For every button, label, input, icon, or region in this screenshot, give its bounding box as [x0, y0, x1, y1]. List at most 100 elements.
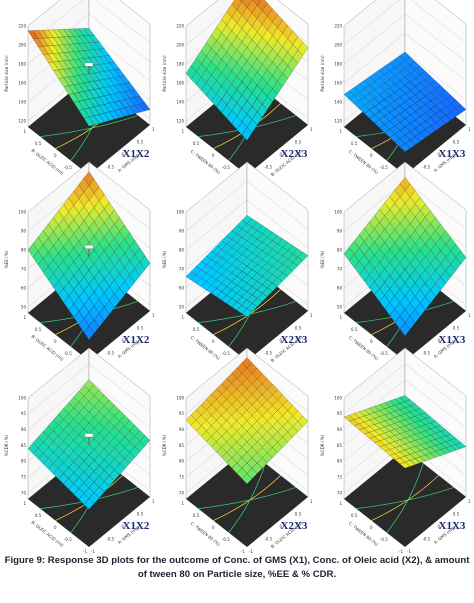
x-tick-label: 0	[438, 524, 441, 529]
z-tick-label: 160	[176, 80, 184, 85]
z-tick-label: 120	[334, 118, 342, 123]
y-axis-label: B: OLEIC ACID (ml)	[30, 148, 64, 176]
surface-panel: 3D Surface707580859095100%CDR (%)-1-0.50…	[162, 347, 313, 554]
y-tick-label: 0.5	[351, 141, 358, 146]
wall-gridline	[343, 347, 467, 399]
z-tick-label: 90	[21, 427, 27, 432]
x-tick-label: 1	[468, 127, 471, 132]
panel-tag: X1X3	[439, 334, 466, 346]
x-tick-label: 0.5	[295, 326, 302, 331]
x-tick-label: 1	[152, 127, 155, 132]
x-tick-label: 0	[122, 338, 125, 343]
wall-gridline	[343, 32, 467, 84]
panel-tag: X2X3	[281, 520, 308, 532]
y-tick-label: 0	[370, 525, 373, 530]
panel-tag: X2X3	[281, 334, 308, 346]
x-tick-label: 0.5	[137, 512, 144, 517]
z-tick-label: 85	[179, 443, 185, 448]
surface-panel: 3D Surface707580859095100%CDR (%)-1-0.50…	[4, 347, 155, 554]
z-axis-label: %EE (%)	[4, 250, 9, 268]
y-tick-label: 0	[212, 339, 215, 344]
z-tick-label: 140	[334, 99, 342, 104]
surface-panel: 3D Surface5060708090100%EE (%)-1-0.500.5…	[4, 161, 155, 368]
z-tick-label: 140	[176, 99, 184, 104]
z-tick-label: 80	[337, 247, 343, 252]
z-tick-label: 50	[21, 304, 27, 309]
y-tick-label: 0.5	[193, 513, 200, 518]
z-axis-label: Particle size (nm)	[4, 55, 9, 92]
x-tick-label: 0	[280, 338, 283, 343]
y-tick-label: 1	[181, 129, 184, 134]
y-tick-label: 0.5	[351, 513, 358, 518]
wall-gridline	[185, 199, 309, 251]
z-axis-label: %CDR (%)	[320, 434, 325, 456]
y-tick-label: 0.5	[193, 327, 200, 332]
y-axis-label: C: TWEEN 80 (%)	[348, 335, 380, 361]
z-tick-label: 120	[18, 118, 26, 123]
x-tick-label: 0.5	[453, 140, 460, 145]
x-tick-label: 0	[122, 524, 125, 529]
wall-gridline	[27, 161, 151, 213]
contour-floor	[344, 449, 466, 547]
z-axis-label: %CDR (%)	[4, 434, 9, 456]
z-tick-label: 120	[176, 118, 184, 123]
y-tick-label: 1	[339, 129, 342, 134]
z-tick-label: 180	[18, 61, 26, 66]
x-tick-label: 0	[122, 152, 125, 157]
z-tick-label: 180	[176, 61, 184, 66]
y-tick-label: -0.5	[380, 351, 388, 356]
z-tick-label: 70	[337, 266, 343, 271]
x-tick-label: 1	[310, 313, 313, 318]
z-tick-label: 80	[337, 459, 343, 464]
y-tick-label: 0.5	[35, 141, 42, 146]
z-tick-label: 50	[179, 304, 185, 309]
y-tick-label: -0.5	[380, 165, 388, 170]
y-tick-label: 0	[212, 153, 215, 158]
z-axis-label: %CDR (%)	[162, 434, 167, 456]
design-point-marker	[84, 244, 94, 249]
wall-gridline	[27, 347, 151, 399]
surface-panel: 3D Surface707580859095100%CDR (%)-1-0.50…	[320, 347, 471, 554]
y-tick-label: 1	[23, 315, 26, 320]
surface-cell	[399, 51, 411, 61]
y-tick-label: 0.5	[35, 327, 42, 332]
z-tick-label: 200	[334, 42, 342, 47]
floor-contour-line	[356, 487, 454, 509]
wall-gridline	[343, 0, 467, 27]
z-tick-label: 220	[18, 23, 26, 28]
y-axis-label: B: OLEIC ACID (ml)	[30, 334, 64, 362]
x-tick-label: 0.5	[453, 326, 460, 331]
y-tick-label: -0.5	[64, 537, 72, 542]
z-tick-label: 100	[176, 395, 184, 400]
panel-tag: X1X2	[123, 148, 150, 160]
z-tick-label: 60	[179, 285, 185, 290]
y-tick-label: -0.5	[222, 165, 230, 170]
y-tick-label: 1	[23, 129, 26, 134]
z-axis-label: Particle size (nm)	[162, 55, 167, 92]
x-tick-label: -0.5	[264, 537, 272, 542]
x-tick-label: -0.5	[106, 165, 114, 170]
wall-gridline	[343, 0, 467, 46]
y-tick-label: 0.5	[351, 327, 358, 332]
z-tick-label: 90	[21, 228, 27, 233]
z-tick-label: 85	[21, 443, 27, 448]
x-tick-label: 1	[468, 313, 471, 318]
surface-cell	[241, 215, 253, 224]
surface-cell	[257, 0, 268, 11]
surface-cell	[83, 28, 95, 36]
x-tick-label: 0.5	[295, 512, 302, 517]
z-tick-label: 90	[337, 427, 343, 432]
z-tick-label: 80	[21, 459, 27, 464]
y-tick-label: 0	[212, 525, 215, 530]
y-tick-label: 1	[181, 315, 184, 320]
y-tick-label: 0	[370, 339, 373, 344]
z-tick-label: 160	[18, 80, 26, 85]
x-tick-label: 0	[438, 338, 441, 343]
x-tick-label: 0.5	[295, 140, 302, 145]
x-tick-label: 1	[310, 499, 313, 504]
z-tick-label: 90	[337, 228, 343, 233]
floor-contour-line	[40, 115, 138, 137]
wall-gridline	[185, 180, 309, 232]
surface-panel: 3D Surface5060708090100%EE (%)-1-0.500.5…	[320, 161, 471, 368]
